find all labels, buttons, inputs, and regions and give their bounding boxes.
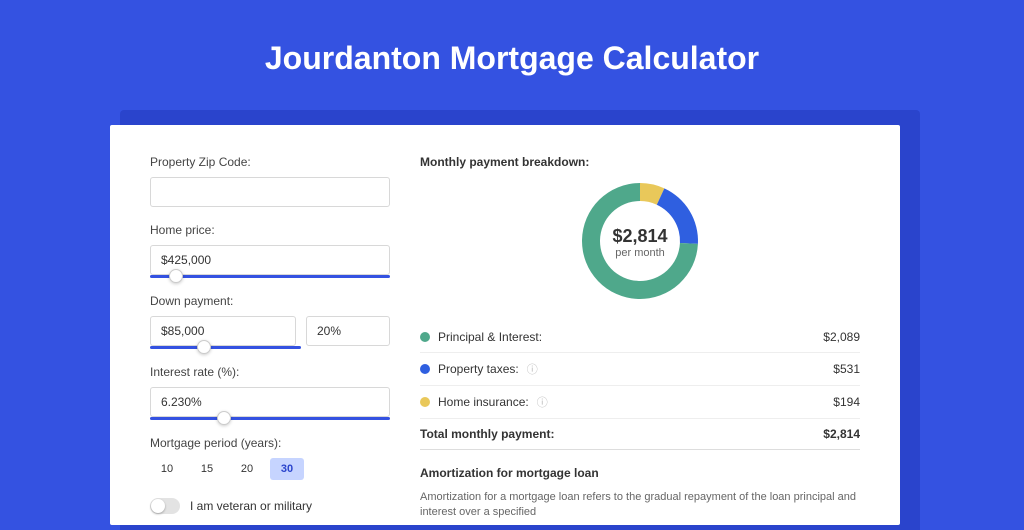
field-interest-rate: Interest rate (%): <box>150 365 390 420</box>
home-price-slider-thumb[interactable] <box>169 269 183 283</box>
calculator-card: Property Zip Code: Home price: Down paym… <box>110 125 900 525</box>
amortization-text: Amortization for a mortgage loan refers … <box>420 490 860 521</box>
period-btn-10[interactable]: 10 <box>150 458 184 480</box>
line-item-label: Home insurance: <box>438 395 529 409</box>
field-zip: Property Zip Code: <box>150 155 390 207</box>
donut-center: $2,814 per month <box>580 181 700 304</box>
zip-input[interactable] <box>150 177 390 207</box>
line-item-value: $194 <box>833 395 860 409</box>
veteran-label: I am veteran or military <box>190 499 312 513</box>
home-price-input[interactable] <box>150 245 390 275</box>
line-item-label: Property taxes: <box>438 362 519 376</box>
page-title: Jourdanton Mortgage Calculator <box>0 0 1024 107</box>
legend-dot <box>420 364 430 374</box>
interest-rate-input[interactable] <box>150 387 390 417</box>
period-btn-30[interactable]: 30 <box>270 458 304 480</box>
total-value: $2,814 <box>823 427 860 441</box>
field-down-payment: Down payment: <box>150 294 390 349</box>
donut-chart: $2,814 per month <box>420 181 860 304</box>
total-row: Total monthly payment: $2,814 <box>420 419 860 450</box>
period-btn-15[interactable]: 15 <box>190 458 224 480</box>
legend-dot <box>420 397 430 407</box>
field-period: Mortgage period (years): 10 15 20 30 <box>150 436 390 480</box>
info-icon[interactable]: ⓘ <box>537 394 548 410</box>
interest-rate-slider[interactable] <box>150 417 390 420</box>
amortization-title: Amortization for mortgage loan <box>420 466 860 480</box>
total-label: Total monthly payment: <box>420 427 554 441</box>
field-home-price: Home price: <box>150 223 390 278</box>
info-icon[interactable]: ⓘ <box>527 361 538 377</box>
line-item: Principal & Interest: $2,089 <box>420 322 860 353</box>
donut-sub: per month <box>615 247 665 259</box>
home-price-label: Home price: <box>150 223 390 237</box>
line-item: Property taxes: ⓘ $531 <box>420 353 860 386</box>
period-options: 10 15 20 30 <box>150 458 390 480</box>
breakdown-title: Monthly payment breakdown: <box>420 155 860 169</box>
interest-rate-label: Interest rate (%): <box>150 365 390 379</box>
line-item-value: $531 <box>833 362 860 376</box>
down-payment-slider[interactable] <box>150 346 301 349</box>
home-price-slider[interactable] <box>150 275 390 278</box>
period-btn-20[interactable]: 20 <box>230 458 264 480</box>
line-item: Home insurance: ⓘ $194 <box>420 386 860 419</box>
donut-amount: $2,814 <box>612 226 667 247</box>
interest-rate-slider-thumb[interactable] <box>217 411 231 425</box>
line-item-label: Principal & Interest: <box>438 330 542 344</box>
down-payment-slider-thumb[interactable] <box>197 340 211 354</box>
down-payment-label: Down payment: <box>150 294 390 308</box>
down-payment-amount-input[interactable] <box>150 316 296 346</box>
line-items: Principal & Interest: $2,089 Property taxe… <box>420 322 860 419</box>
legend-dot <box>420 332 430 342</box>
breakdown-column: Monthly payment breakdown: $2,814 per mo… <box>410 125 900 525</box>
line-item-value: $2,089 <box>823 330 860 344</box>
down-payment-pct-input[interactable] <box>306 316 390 346</box>
zip-label: Property Zip Code: <box>150 155 390 169</box>
period-label: Mortgage period (years): <box>150 436 390 450</box>
form-column: Property Zip Code: Home price: Down paym… <box>110 125 410 525</box>
